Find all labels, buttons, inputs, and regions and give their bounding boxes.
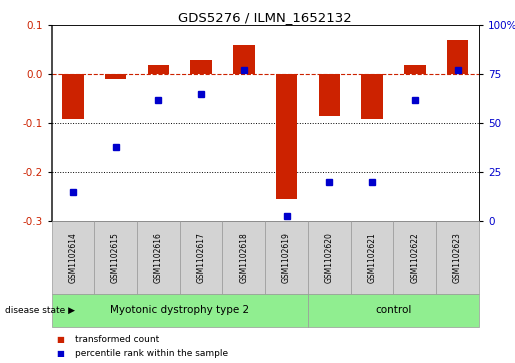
Bar: [148, 65, 169, 74]
Bar: [191, 60, 212, 74]
Text: GSM1102623: GSM1102623: [453, 232, 462, 283]
Text: percentile rank within the sample: percentile rank within the sample: [75, 350, 228, 358]
Text: GSM1102615: GSM1102615: [111, 232, 120, 283]
Text: GSM1102622: GSM1102622: [410, 232, 419, 283]
Text: GSM1102618: GSM1102618: [239, 232, 248, 283]
Bar: [276, 74, 297, 199]
Text: disease state ▶: disease state ▶: [5, 306, 75, 315]
Bar: [105, 74, 126, 79]
Bar: [362, 74, 383, 118]
Text: Myotonic dystrophy type 2: Myotonic dystrophy type 2: [110, 305, 249, 315]
Bar: [447, 40, 468, 74]
Title: GDS5276 / ILMN_1652132: GDS5276 / ILMN_1652132: [178, 11, 352, 24]
Text: ■: ■: [57, 350, 64, 358]
Bar: [319, 74, 340, 116]
Text: GSM1102617: GSM1102617: [197, 232, 205, 283]
Text: GSM1102616: GSM1102616: [154, 232, 163, 283]
Text: GSM1102614: GSM1102614: [68, 232, 77, 283]
Text: transformed count: transformed count: [75, 335, 159, 344]
Bar: [404, 65, 425, 74]
Text: GSM1102621: GSM1102621: [368, 232, 376, 283]
Text: GSM1102619: GSM1102619: [282, 232, 291, 283]
Text: GSM1102620: GSM1102620: [325, 232, 334, 283]
Bar: [62, 74, 83, 118]
Bar: [233, 45, 254, 74]
Text: ■: ■: [57, 335, 64, 344]
Text: control: control: [375, 305, 411, 315]
